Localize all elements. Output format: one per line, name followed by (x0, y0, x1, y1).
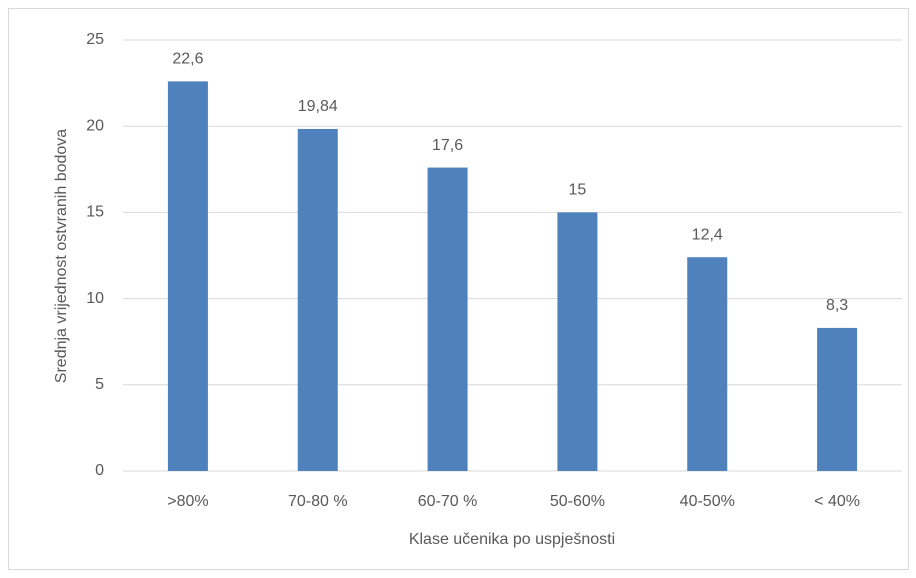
data-label: 12,4 (692, 226, 723, 243)
data-label: 8,3 (826, 297, 848, 314)
data-label: 19,84 (298, 98, 338, 115)
x-tick-label: >80% (167, 493, 208, 510)
data-label: 15 (569, 182, 587, 199)
bar (687, 257, 728, 471)
y-tick-label: 15 (86, 204, 104, 221)
x-tick-label: 40-50% (680, 493, 735, 510)
x-tick-label: < 40% (814, 493, 860, 510)
data-label: 22,6 (172, 51, 203, 68)
x-axis-title: Klase učenika po uspješnosti (409, 531, 615, 548)
y-tick-label: 10 (86, 290, 104, 307)
y-axis-title: Srednja vrijednost ostvranih bodova (53, 129, 70, 383)
y-tick-label: 5 (95, 376, 104, 393)
bar (167, 81, 208, 471)
bar (557, 212, 598, 471)
x-tick-label: 60-70 % (418, 493, 478, 510)
y-tick-label: 20 (86, 117, 104, 134)
bar (427, 167, 468, 472)
x-tick-label: 50-60% (550, 493, 605, 510)
data-label: 17,6 (432, 137, 463, 154)
bar (297, 128, 338, 471)
y-tick-label: 0 (95, 462, 104, 479)
bar (817, 327, 858, 471)
y-tick-label: 25 (86, 31, 104, 48)
x-tick-label: 70-80 % (288, 493, 348, 510)
